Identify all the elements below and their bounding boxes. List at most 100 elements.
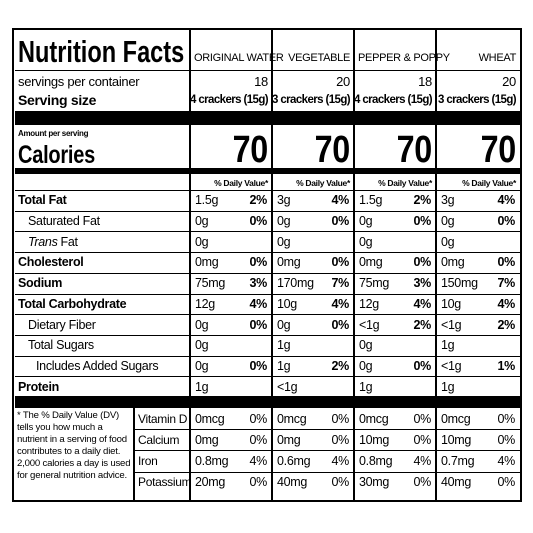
servings-label: servings per container bbox=[18, 74, 140, 89]
rule bbox=[15, 252, 520, 253]
product-name: ORIGINAL WATER bbox=[194, 52, 284, 64]
daily-value: 0% bbox=[331, 214, 350, 229]
rule bbox=[15, 168, 520, 174]
daily-value-header: % Daily Value* bbox=[378, 178, 432, 188]
daily-value: 0% bbox=[331, 317, 350, 332]
label-border bbox=[12, 28, 522, 502]
amount: 0.6mg bbox=[277, 454, 311, 468]
amount: 1g bbox=[359, 379, 373, 394]
daily-value-header: % Daily Value* bbox=[462, 178, 516, 188]
amount: <1g bbox=[441, 358, 462, 373]
amount: <1g bbox=[441, 317, 462, 332]
rule bbox=[133, 450, 520, 451]
nutrient-label: Protein bbox=[18, 379, 59, 394]
amount-per-serving: Amount per serving bbox=[18, 129, 89, 138]
serving-size: 4 crackers (15g) bbox=[190, 94, 269, 106]
daily-value: 0% bbox=[249, 358, 268, 373]
amount: 3g bbox=[277, 193, 291, 208]
daily-value: 7% bbox=[497, 276, 516, 291]
amount: 0mcg bbox=[195, 411, 225, 426]
amount: 0g bbox=[359, 214, 373, 229]
amount: 1.5g bbox=[195, 193, 219, 208]
amount: 1g bbox=[441, 379, 455, 394]
rule bbox=[271, 28, 273, 500]
daily-value: 2% bbox=[249, 193, 268, 208]
daily-value: 4% bbox=[413, 296, 432, 311]
daily-value: 0% bbox=[331, 255, 350, 270]
vitamin-label: Potassium bbox=[138, 475, 192, 490]
amount: 1g bbox=[441, 338, 455, 353]
daily-value: 0% bbox=[413, 411, 432, 426]
daily-value: 2% bbox=[497, 317, 516, 332]
daily-value: 0% bbox=[497, 432, 516, 447]
amount: 0mg bbox=[277, 432, 301, 447]
nutrient-label: Cholesterol bbox=[18, 255, 84, 270]
amount: 10mg bbox=[359, 432, 390, 447]
amount: 0g bbox=[359, 338, 373, 353]
daily-value-header: % Daily Value* bbox=[214, 178, 268, 188]
amount: 0g bbox=[195, 358, 209, 373]
daily-value: 4% bbox=[497, 193, 516, 208]
product-name: VEGETABLE bbox=[288, 52, 350, 64]
calories: 70 bbox=[480, 129, 517, 171]
amount: 0mcg bbox=[359, 411, 389, 426]
daily-value: 0% bbox=[497, 475, 516, 490]
amount: 0.8mg bbox=[359, 454, 393, 468]
amount: 10mg bbox=[441, 432, 472, 447]
nutrient-label-italic: Trans bbox=[28, 234, 58, 249]
amount: 0g bbox=[441, 234, 455, 249]
product-name: WHEAT bbox=[478, 52, 517, 64]
amount: 1g bbox=[195, 379, 209, 394]
amount: 12g bbox=[359, 296, 379, 311]
amount: 0g bbox=[359, 234, 373, 249]
rule bbox=[15, 70, 190, 71]
rule bbox=[15, 376, 520, 377]
amount: 0.7mg bbox=[441, 454, 475, 468]
amount: 0g bbox=[195, 234, 209, 249]
amount: 0g bbox=[359, 358, 373, 373]
calories: 70 bbox=[232, 129, 269, 171]
daily-value: 7% bbox=[331, 276, 350, 291]
rule bbox=[15, 396, 520, 408]
rule bbox=[15, 314, 520, 315]
rule bbox=[15, 190, 520, 191]
calories: 70 bbox=[314, 129, 351, 171]
calories: 70 bbox=[396, 129, 433, 171]
amount: 0g bbox=[277, 234, 291, 249]
rule bbox=[189, 28, 191, 500]
rule bbox=[133, 472, 520, 473]
daily-value: 0% bbox=[331, 411, 350, 426]
daily-value: 4% bbox=[413, 454, 432, 468]
nutrient-label: Trans Fat bbox=[28, 233, 198, 251]
amount: 0g bbox=[441, 214, 455, 229]
amount: 150mg bbox=[441, 276, 478, 291]
daily-value: 0% bbox=[413, 214, 432, 229]
vitamin-label: Calcium bbox=[138, 432, 180, 447]
amount: 40mg bbox=[277, 475, 308, 490]
amount: <1g bbox=[359, 317, 380, 332]
daily-value: 4% bbox=[249, 296, 268, 311]
daily-value: 0% bbox=[331, 475, 350, 490]
amount: 0mg bbox=[359, 255, 383, 270]
footnote: * The % Daily Value (DV) tells you how m… bbox=[17, 410, 131, 481]
rule bbox=[354, 70, 436, 71]
daily-value: 2% bbox=[413, 193, 432, 208]
amount: 0mg bbox=[277, 255, 301, 270]
amount: 1g bbox=[277, 338, 291, 353]
amount: 170mg bbox=[277, 276, 314, 291]
amount: 0.8mg bbox=[195, 454, 229, 468]
daily-value: 0% bbox=[497, 411, 516, 426]
nutrient-label: Sodium bbox=[18, 276, 63, 291]
calories-label: Calories bbox=[18, 141, 96, 169]
daily-value: 4% bbox=[497, 454, 516, 468]
amount: 12g bbox=[195, 296, 215, 311]
daily-value: 0% bbox=[249, 214, 268, 229]
nutrient-label: Total Fat bbox=[18, 193, 67, 208]
serving-size: 3 crackers (15g) bbox=[438, 94, 517, 106]
rule bbox=[133, 429, 520, 430]
daily-value: 0% bbox=[331, 432, 350, 447]
daily-value: 4% bbox=[497, 296, 516, 311]
daily-value: 3% bbox=[413, 276, 432, 291]
nutrient-label: Dietary Fiber bbox=[28, 317, 96, 332]
